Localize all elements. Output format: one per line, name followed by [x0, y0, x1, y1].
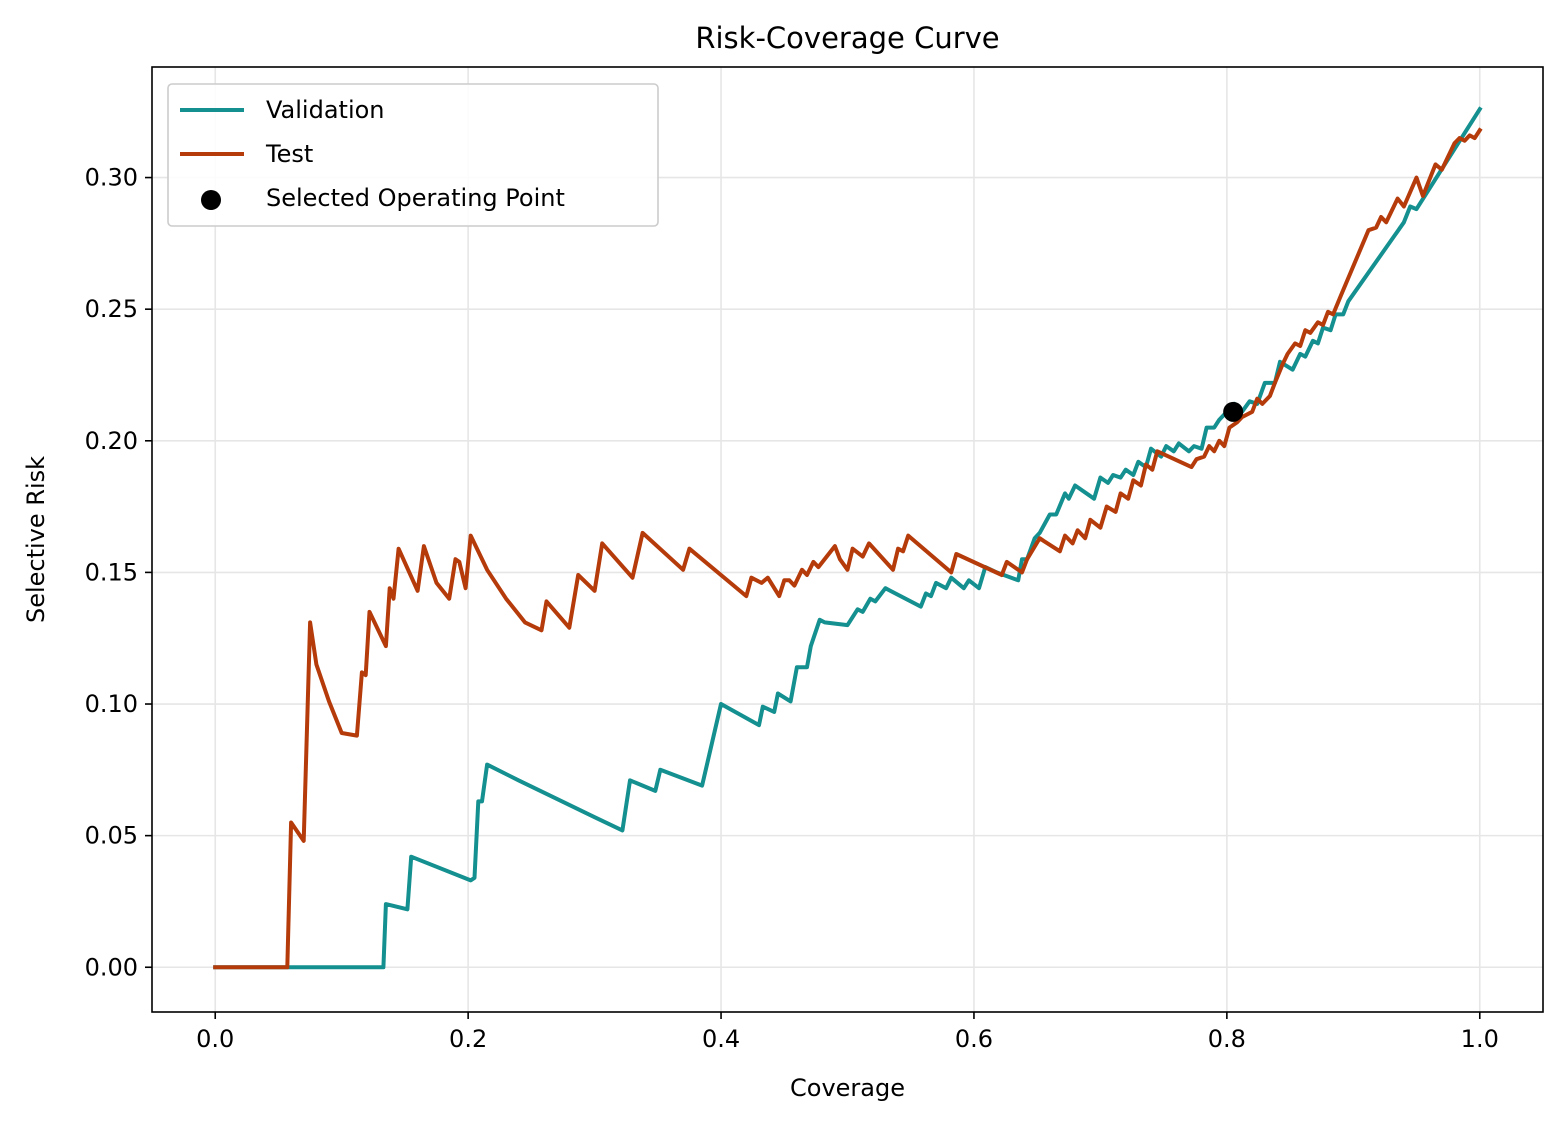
legend-label: Validation [266, 96, 385, 124]
x-tick-label: 0.2 [449, 1025, 487, 1053]
legend-box [167, 83, 659, 227]
chart-title: Risk-Coverage Curve [695, 21, 999, 55]
x-tick-label: 0.6 [955, 1025, 993, 1053]
y-tick-label: 0.30 [85, 164, 138, 192]
y-tick-label: 0.25 [85, 295, 138, 323]
x-axis-label: Coverage [790, 1074, 905, 1102]
series-lines [213, 106, 1483, 970]
x-tick-label: 0.4 [702, 1025, 740, 1053]
series-line-test [213, 127, 1483, 970]
y-tick-label: 0.15 [85, 558, 138, 586]
x-tick-label: 1.0 [1461, 1025, 1499, 1053]
x-tick-label: 0.8 [1208, 1025, 1246, 1053]
legend-label: Test [265, 140, 313, 168]
series-line-validation [213, 106, 1483, 970]
legend-swatch-marker [201, 190, 221, 210]
y-axis-label: Selective Risk [22, 456, 50, 623]
legend: Validation Test Selected Operating Point [167, 83, 659, 227]
x-tick-label: 0.0 [196, 1025, 234, 1053]
y-tick-label: 0.10 [85, 690, 138, 718]
y-tick-label: 0.00 [85, 953, 138, 981]
plot-frame [151, 66, 1544, 1013]
legend-label: Selected Operating Point [266, 184, 565, 212]
y-tick-label: 0.20 [85, 427, 138, 455]
axis-ticks: 0.0 0.2 0.4 0.6 0.8 1.0 0.00 0.05 0.10 0.15 0.20 0.… [85, 164, 1499, 1053]
y-tick-label: 0.05 [85, 822, 138, 850]
operating-points [1223, 401, 1244, 422]
grid [152, 67, 1543, 1012]
selected-operating-point-marker [1223, 401, 1244, 422]
